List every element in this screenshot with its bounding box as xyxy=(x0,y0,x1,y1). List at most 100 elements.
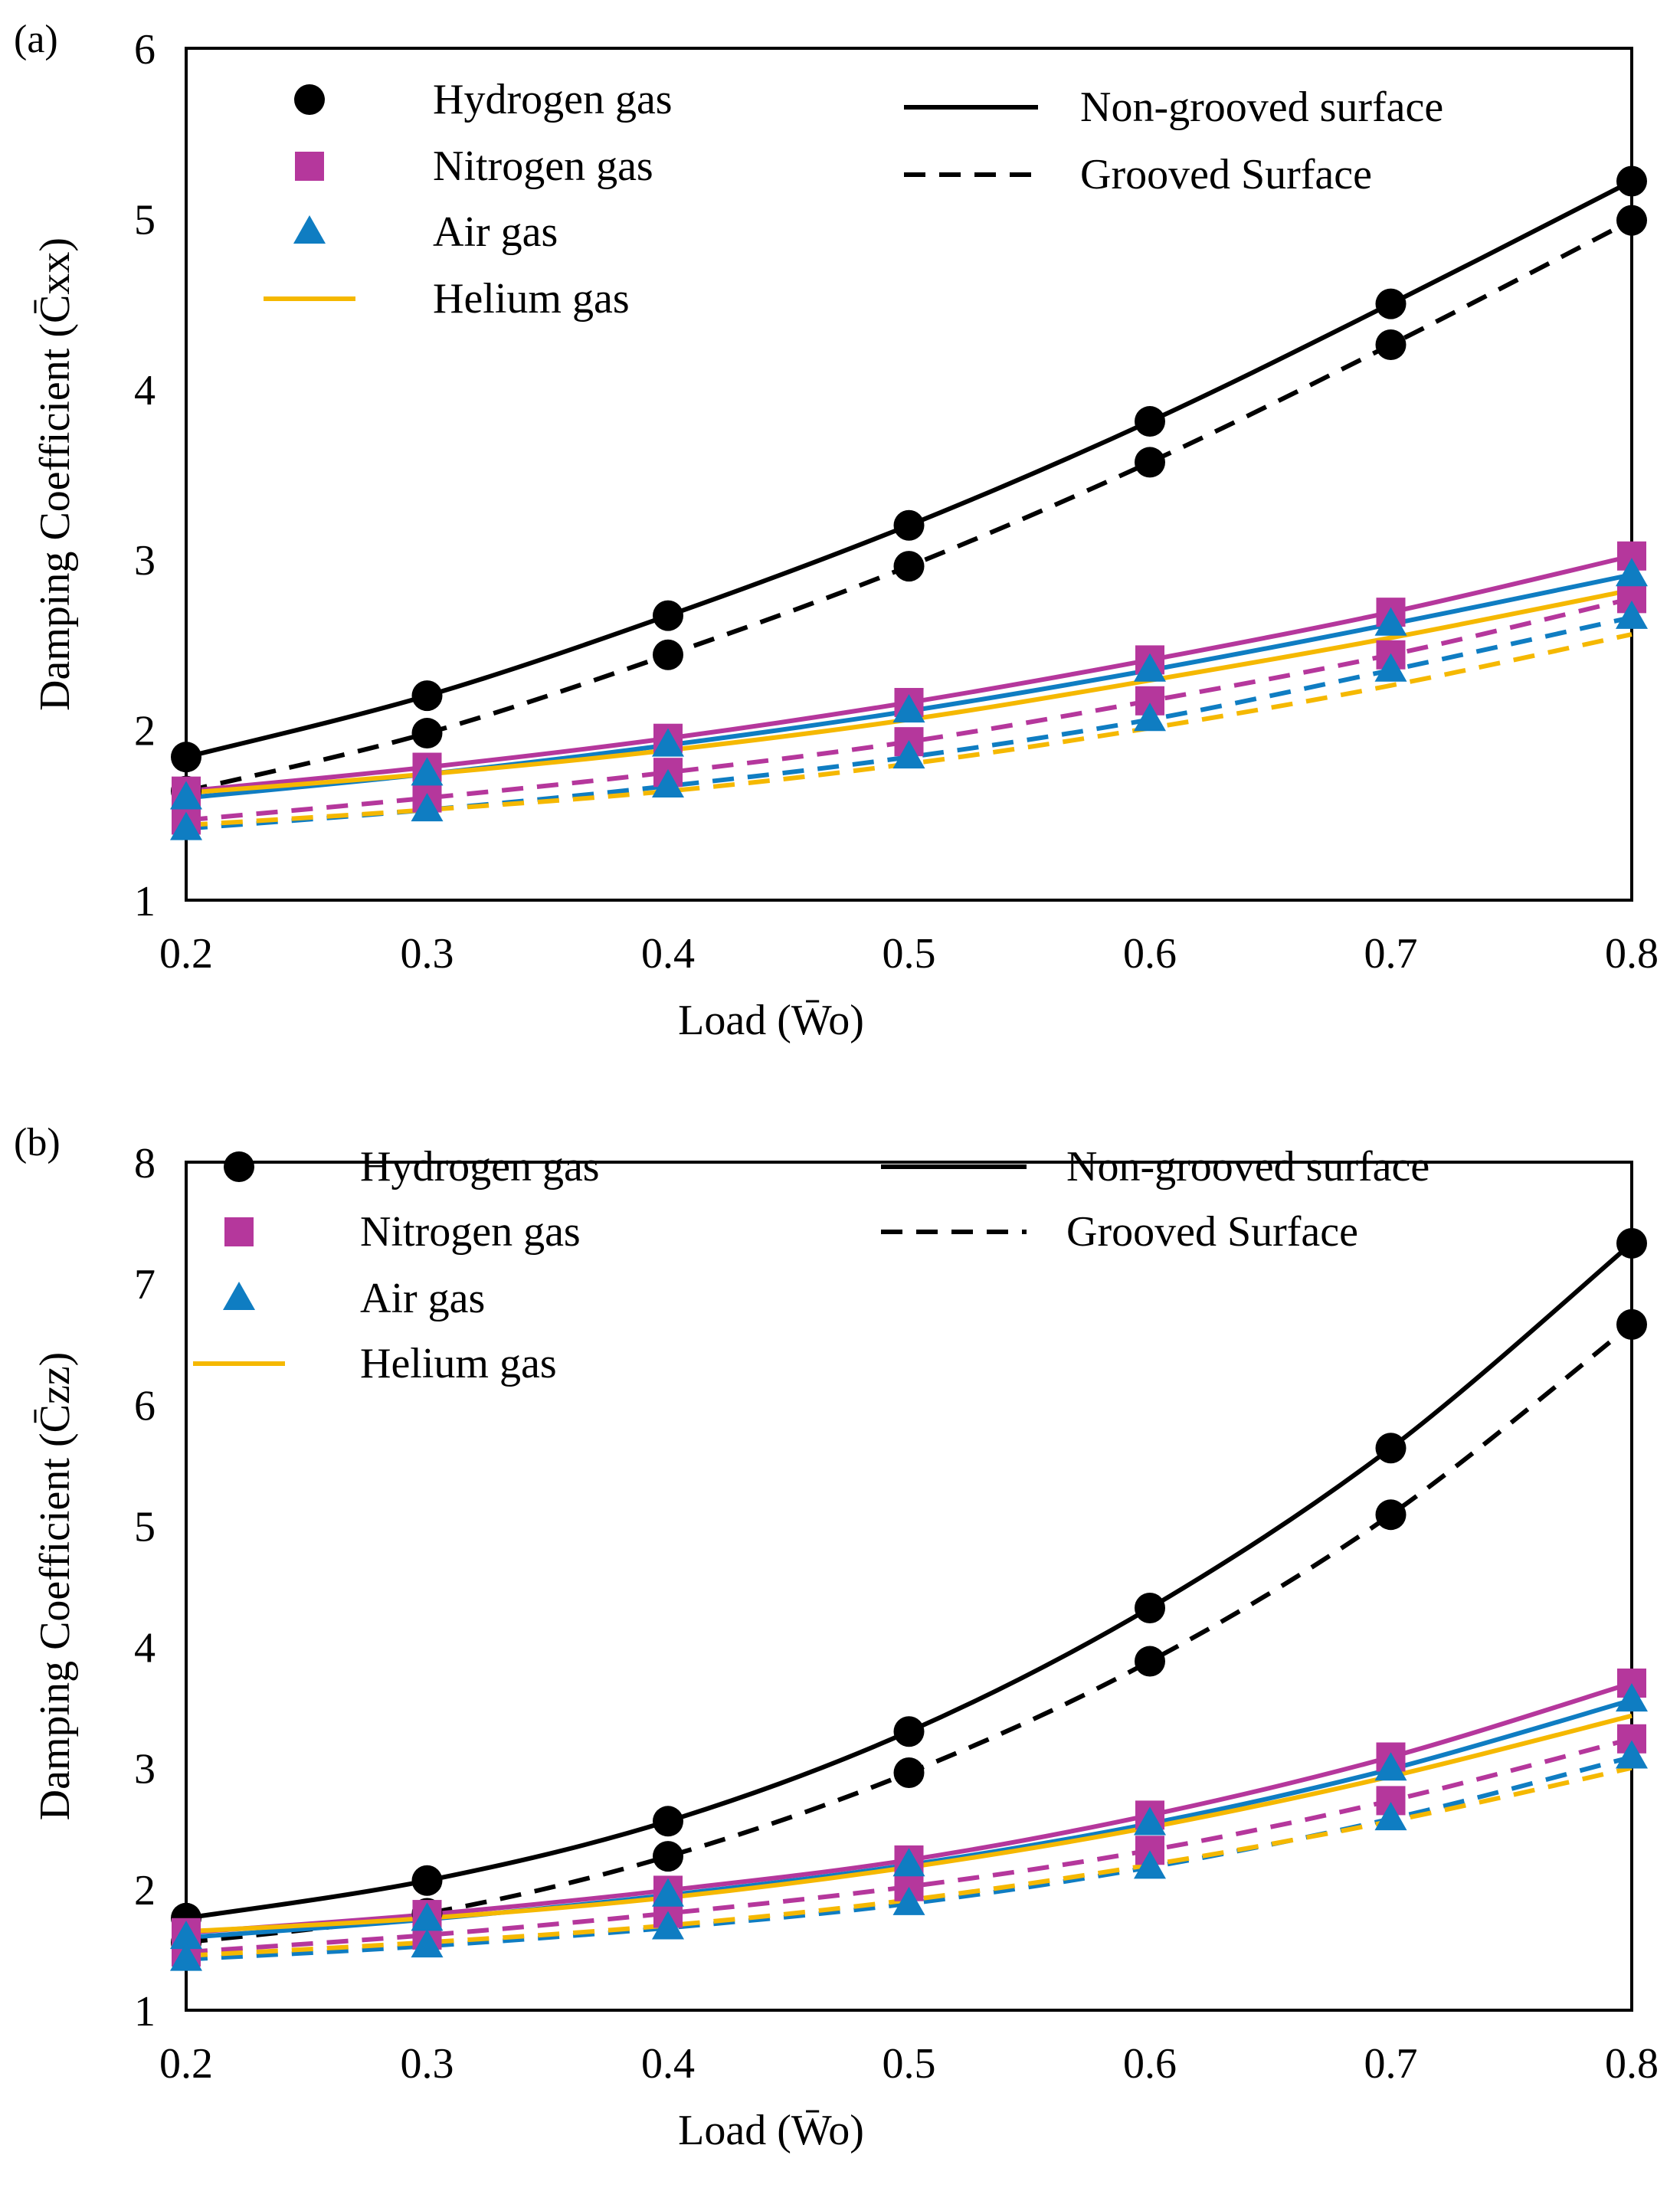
data-point xyxy=(411,718,443,749)
data-point xyxy=(170,811,202,840)
legend-label: Air gas xyxy=(360,1275,485,1322)
y-tick-label: 1 xyxy=(134,1988,156,2035)
data-point xyxy=(893,551,925,582)
data-point xyxy=(1616,1683,1648,1712)
legend-marker xyxy=(224,1217,254,1246)
y-tick-label: 2 xyxy=(134,1867,156,1914)
data-point xyxy=(893,1716,925,1747)
chart-panel-a: (a) 1 2 3 4 5 6 0.2 0.3 0.4 0.5 0.6 0.7 0.8 Load (W̄o)… xyxy=(0,0,1680,1088)
data-point xyxy=(1374,1752,1407,1781)
y-tick-label: 5 xyxy=(134,1503,156,1551)
data-point xyxy=(1616,600,1648,629)
data-point xyxy=(653,600,683,631)
legend-gas: Hydrogen gas Nitrogen gas Air gas Helium ga… xyxy=(193,1143,600,1387)
data-point xyxy=(652,768,684,797)
x-tick-label: 0.4 xyxy=(641,930,695,978)
x-tick-label: 0.6 xyxy=(1123,2040,1177,2088)
data-point xyxy=(1374,607,1407,636)
data-point xyxy=(1616,1740,1648,1769)
x-axis-title: Load (W̄o) xyxy=(678,997,864,1044)
data-point xyxy=(1134,702,1166,732)
legend-label: Hydrogen gas xyxy=(360,1143,600,1190)
data-point xyxy=(893,509,925,541)
legend-surface: Non-grooved surface Grooved Surface xyxy=(904,84,1443,198)
data-point xyxy=(653,1841,683,1872)
legend-label: Nitrogen gas xyxy=(433,142,653,190)
y-tick-label: 8 xyxy=(134,1140,156,1187)
data-point xyxy=(893,1757,925,1789)
data-point xyxy=(1616,165,1647,197)
x-tick-label: 0.5 xyxy=(883,930,936,978)
data-point xyxy=(1135,406,1165,437)
data-point xyxy=(1134,653,1166,682)
y-axis-title: Damping Coefficient (C̄xx) xyxy=(31,237,79,711)
x-tick-label: 0.3 xyxy=(401,2040,454,2088)
data-point xyxy=(411,757,444,786)
legend-label: Non-grooved surface xyxy=(1080,84,1443,131)
y-tick-label: 3 xyxy=(134,537,156,585)
data-point xyxy=(1616,1308,1647,1340)
x-tick-label: 0.8 xyxy=(1605,2040,1659,2088)
y-tick-label: 6 xyxy=(134,1382,156,1430)
y-tick-label: 4 xyxy=(134,367,156,414)
legend-label: Air gas xyxy=(433,208,558,256)
legend-marker xyxy=(223,1282,255,1310)
y-tick-label: 3 xyxy=(134,1746,156,1793)
data-point xyxy=(1135,447,1165,478)
x-tick-label: 0.6 xyxy=(1123,930,1177,978)
data-point xyxy=(411,793,444,822)
x-tick-label: 0.4 xyxy=(641,2040,695,2088)
legend-marker xyxy=(293,215,326,244)
legend-label: Helium gas xyxy=(433,275,630,323)
data-point xyxy=(411,680,443,712)
data-point xyxy=(1375,288,1407,319)
y-tick-label: 4 xyxy=(134,1625,156,1672)
legend-label: Hydrogen gas xyxy=(433,76,673,123)
data-point xyxy=(1135,1646,1165,1677)
legend-surface: Non-grooved surface Grooved Surface xyxy=(881,1143,1429,1256)
data-point xyxy=(653,1806,683,1837)
data-point xyxy=(1135,1592,1165,1623)
data-point xyxy=(1616,558,1648,587)
x-tick-label: 0.3 xyxy=(401,930,454,978)
y-tick-label: 5 xyxy=(134,196,156,244)
data-point xyxy=(652,1878,684,1907)
series-markers xyxy=(170,165,1648,840)
legend-label: Grooved Surface xyxy=(1080,151,1372,198)
y-tick-label: 7 xyxy=(134,1261,156,1308)
damping-cxx-chart: (a) 1 2 3 4 5 6 0.2 0.3 0.4 0.5 0.6 0.7 0.8 Load (W̄o)… xyxy=(14,18,1659,1044)
legend-marker xyxy=(294,84,325,115)
legend-marker xyxy=(224,1151,254,1182)
plot-frame xyxy=(185,1161,1633,2012)
data-point xyxy=(171,742,201,773)
data-point xyxy=(1134,1850,1166,1879)
legend-label: Helium gas xyxy=(360,1340,557,1387)
data-point xyxy=(1616,205,1647,236)
x-tick-label: 0.8 xyxy=(1605,930,1659,978)
data-point xyxy=(892,694,925,723)
panel-label: (b) xyxy=(14,1121,61,1164)
legend-gas: Hydrogen gas Nitrogen gas Air gas Helium ga… xyxy=(264,76,673,323)
data-point xyxy=(1616,1227,1647,1259)
legend-label: Grooved Surface xyxy=(1066,1208,1358,1256)
chart-panel-b: (b) 1 2 3 4 5 6 7 8 0.2 0.3 0.4 0.5 0.6 0.7 0.8 Load (W̄… xyxy=(0,1103,1680,2191)
data-point xyxy=(411,1865,443,1896)
x-tick-label: 0.2 xyxy=(159,2040,213,2088)
data-point xyxy=(1375,1433,1407,1464)
series-markers xyxy=(170,1227,1648,1971)
x-tick-label: 0.7 xyxy=(1364,930,1418,978)
panel-label: (a) xyxy=(14,18,58,61)
data-point xyxy=(892,1886,925,1915)
legend-label: Nitrogen gas xyxy=(360,1208,581,1256)
data-point xyxy=(411,1929,444,1958)
y-tick-label: 6 xyxy=(134,26,156,74)
legend-label: Non-grooved surface xyxy=(1066,1143,1429,1190)
x-tick-label: 0.7 xyxy=(1364,2040,1418,2088)
data-point xyxy=(1134,1806,1166,1836)
x-tick-label: 0.5 xyxy=(883,2040,936,2088)
data-point xyxy=(1375,1499,1407,1531)
y-tick-label: 1 xyxy=(134,878,156,925)
x-axis-title: Load (W̄o) xyxy=(678,2107,864,2154)
data-point xyxy=(1375,329,1407,360)
data-point xyxy=(652,1911,684,1940)
